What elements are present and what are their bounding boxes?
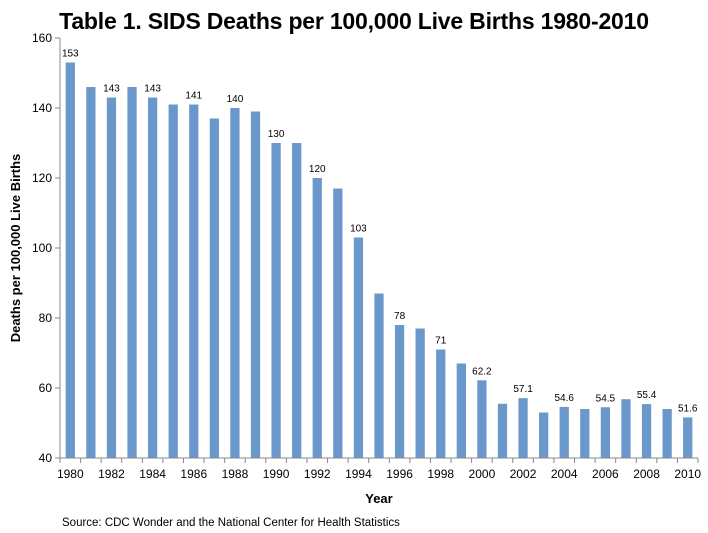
y-tick-label: 60 bbox=[39, 381, 53, 395]
bar-2000 bbox=[477, 380, 487, 458]
x-tick-label: 1998 bbox=[427, 467, 454, 481]
x-tick-label: 1990 bbox=[263, 467, 290, 481]
data-label: 51.6 bbox=[678, 403, 698, 414]
data-label: 71 bbox=[435, 336, 447, 347]
data-label: 143 bbox=[144, 84, 161, 95]
y-tick-label: 140 bbox=[32, 101, 52, 115]
bar-1999 bbox=[456, 363, 466, 458]
bar-1983 bbox=[127, 87, 137, 458]
bar-1982 bbox=[106, 97, 117, 458]
x-tick-label: 1992 bbox=[304, 467, 331, 481]
data-label: 153 bbox=[62, 49, 79, 60]
bar-1992 bbox=[312, 178, 322, 458]
bar-1988 bbox=[230, 108, 240, 458]
bar-1997 bbox=[415, 328, 425, 458]
bar-2002 bbox=[518, 398, 528, 458]
y-tick-label: 40 bbox=[39, 451, 53, 465]
data-label: 78 bbox=[394, 311, 406, 322]
x-axis-ticks: 1980 1982 1984 1986 1988 1990 1992 1994 1996 1998… bbox=[57, 458, 701, 481]
bar-1985 bbox=[168, 104, 178, 458]
data-label: 103 bbox=[350, 224, 367, 235]
x-tick-label: 2010 bbox=[674, 467, 701, 481]
x-tick-label: 1986 bbox=[180, 467, 207, 481]
bar-1998 bbox=[436, 349, 446, 458]
bar-1991 bbox=[292, 143, 302, 458]
x-tick-label: 1994 bbox=[345, 467, 372, 481]
y-axis-ticks: 40 60 80 100 120 140 160 bbox=[32, 31, 60, 465]
source-note: Source: CDC Wonder and the National Cent… bbox=[62, 517, 400, 529]
data-label: 130 bbox=[268, 129, 285, 140]
data-label: 120 bbox=[309, 164, 326, 175]
bar-1996 bbox=[394, 325, 405, 458]
data-label: 55.4 bbox=[637, 390, 657, 401]
y-axis-title: Deaths per 100,000 Live Births bbox=[8, 154, 23, 343]
bar-1987 bbox=[209, 118, 219, 458]
bar-1986 bbox=[189, 104, 199, 458]
bar-1994 bbox=[353, 237, 364, 458]
bar-2005 bbox=[580, 409, 590, 458]
chart-title: Table 1. SIDS Deaths per 100,000 Live Bi… bbox=[59, 8, 649, 34]
x-tick-label: 2002 bbox=[510, 467, 537, 481]
data-label: 62.2 bbox=[472, 366, 492, 377]
bar-2006 bbox=[600, 407, 611, 458]
y-tick-label: 160 bbox=[32, 31, 52, 45]
data-label: 141 bbox=[185, 91, 202, 102]
data-label: 140 bbox=[227, 94, 244, 105]
data-label: 57.1 bbox=[513, 384, 533, 395]
bar-1990 bbox=[271, 143, 281, 458]
data-label: 54.6 bbox=[554, 393, 574, 404]
y-tick-label: 120 bbox=[32, 171, 52, 185]
bar-1984 bbox=[147, 97, 158, 458]
x-tick-label: 2000 bbox=[469, 467, 496, 481]
bar-2008 bbox=[641, 404, 652, 458]
bar-1980 bbox=[65, 62, 75, 458]
x-tick-label: 1988 bbox=[222, 467, 249, 481]
bar-1993 bbox=[333, 188, 343, 458]
x-tick-label: 1982 bbox=[98, 467, 125, 481]
x-tick-label: 1980 bbox=[57, 467, 84, 481]
bar-2003 bbox=[539, 412, 549, 458]
bar-2007 bbox=[621, 399, 631, 458]
bar-2004 bbox=[559, 406, 569, 458]
x-tick-label: 1996 bbox=[386, 467, 413, 481]
y-tick-label: 100 bbox=[32, 241, 52, 255]
data-label: 54.5 bbox=[596, 393, 616, 404]
bars bbox=[65, 62, 693, 458]
x-tick-label: 2004 bbox=[551, 467, 578, 481]
bar-2001 bbox=[497, 403, 508, 458]
data-labels: 153 143 143 141 140 130 120 103 78 71 62.2 57.1 54.6… bbox=[62, 49, 698, 415]
x-axis-title: Year bbox=[365, 491, 392, 506]
y-tick-label: 80 bbox=[39, 311, 53, 325]
bar-1989 bbox=[250, 111, 261, 458]
x-tick-label: 2006 bbox=[592, 467, 619, 481]
bar-2009 bbox=[662, 409, 672, 458]
data-label: 143 bbox=[103, 84, 120, 95]
x-tick-label: 2008 bbox=[633, 467, 660, 481]
x-tick-label: 1984 bbox=[139, 467, 166, 481]
bar-1995 bbox=[374, 293, 384, 458]
bar-1981 bbox=[86, 87, 96, 458]
bar-2010 bbox=[683, 417, 693, 458]
